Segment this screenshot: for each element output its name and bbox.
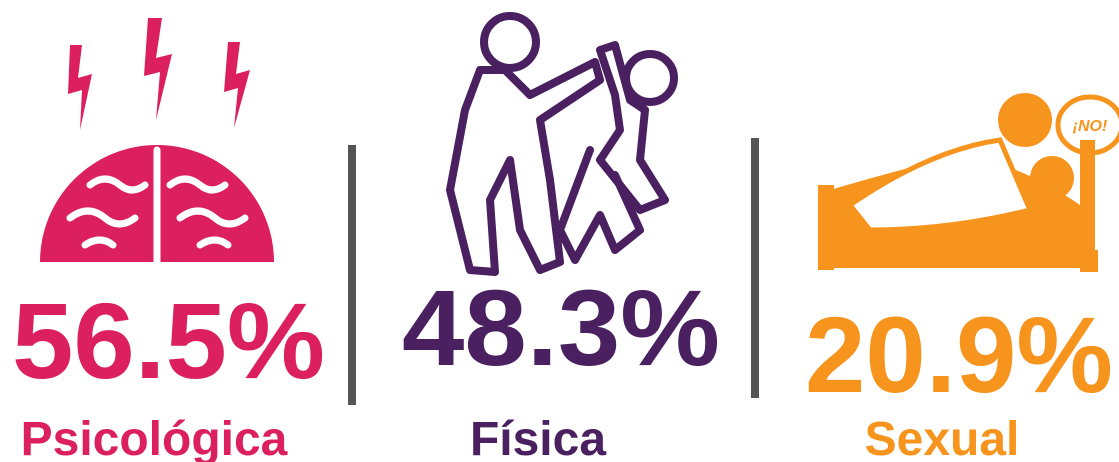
category-label: Física [470,413,606,462]
bed-icon [818,93,1119,272]
percentage: 48.3% [402,267,720,388]
category-label: Psicológica [21,413,288,462]
divider [348,145,356,405]
category-label: Sexual [865,413,1020,462]
violence-icon [446,12,678,276]
percentage: 56.5% [12,280,325,401]
bubble-text: ¡NO! [1073,118,1108,135]
percentage: 20.9% [805,294,1113,415]
divider [751,138,759,398]
brain-icon [40,18,274,266]
